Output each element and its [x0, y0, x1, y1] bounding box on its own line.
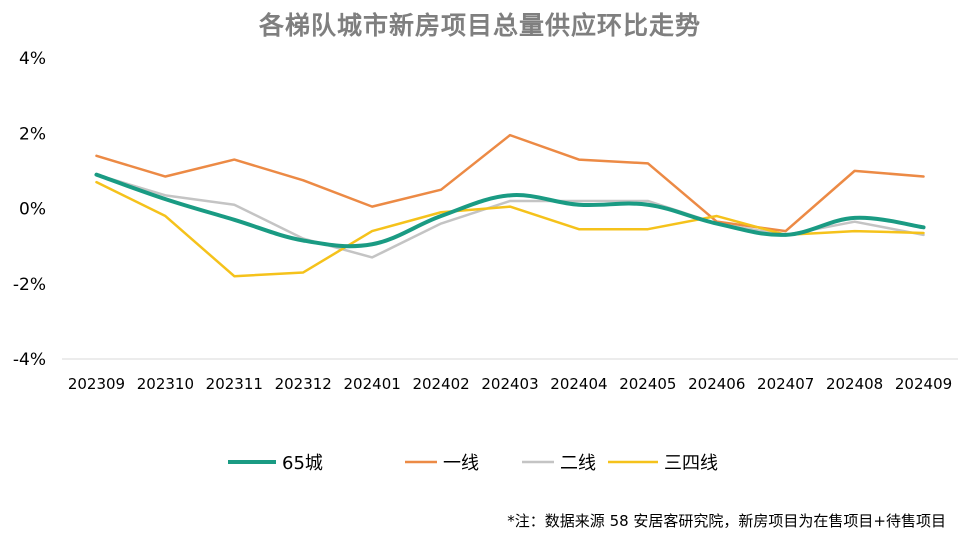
y-tick-label: 4%	[19, 49, 46, 69]
x-tick-label: 202402	[412, 375, 469, 393]
x-tick-label: 202409	[895, 375, 952, 393]
y-tick-label: 0%	[19, 200, 46, 220]
x-tick-label: 202401	[344, 375, 401, 393]
legend-label: 二线	[560, 453, 596, 474]
x-tick-label: 202408	[826, 375, 883, 393]
x-tick-label: 202310	[137, 375, 194, 393]
legend-label: 65城	[282, 453, 323, 474]
chart-title: 各梯队城市新房项目总量供应环比走势	[258, 11, 701, 40]
x-tick-label: 202404	[550, 375, 607, 393]
x-tick-label: 202405	[619, 375, 676, 393]
x-tick-label: 202309	[68, 375, 125, 393]
y-tick-label: 2%	[19, 124, 46, 144]
footnote: *注：数据来源 58 安居客研究院，新房项目为在售项目+待售项目	[507, 512, 946, 530]
y-tick-label: -4%	[13, 350, 46, 370]
series-line-2	[95, 133, 925, 233]
x-tick-label: 202311	[206, 375, 263, 393]
x-tick-label: 202312	[275, 375, 332, 393]
x-tick-label: 202403	[481, 375, 538, 393]
legend-label: 三四线	[664, 453, 718, 474]
legend-label: 一线	[443, 453, 479, 474]
x-tick-label: 202407	[757, 375, 814, 393]
y-tick-label: -2%	[13, 275, 46, 295]
series-line-1	[94, 172, 926, 249]
x-tick-label: 202406	[688, 375, 745, 393]
